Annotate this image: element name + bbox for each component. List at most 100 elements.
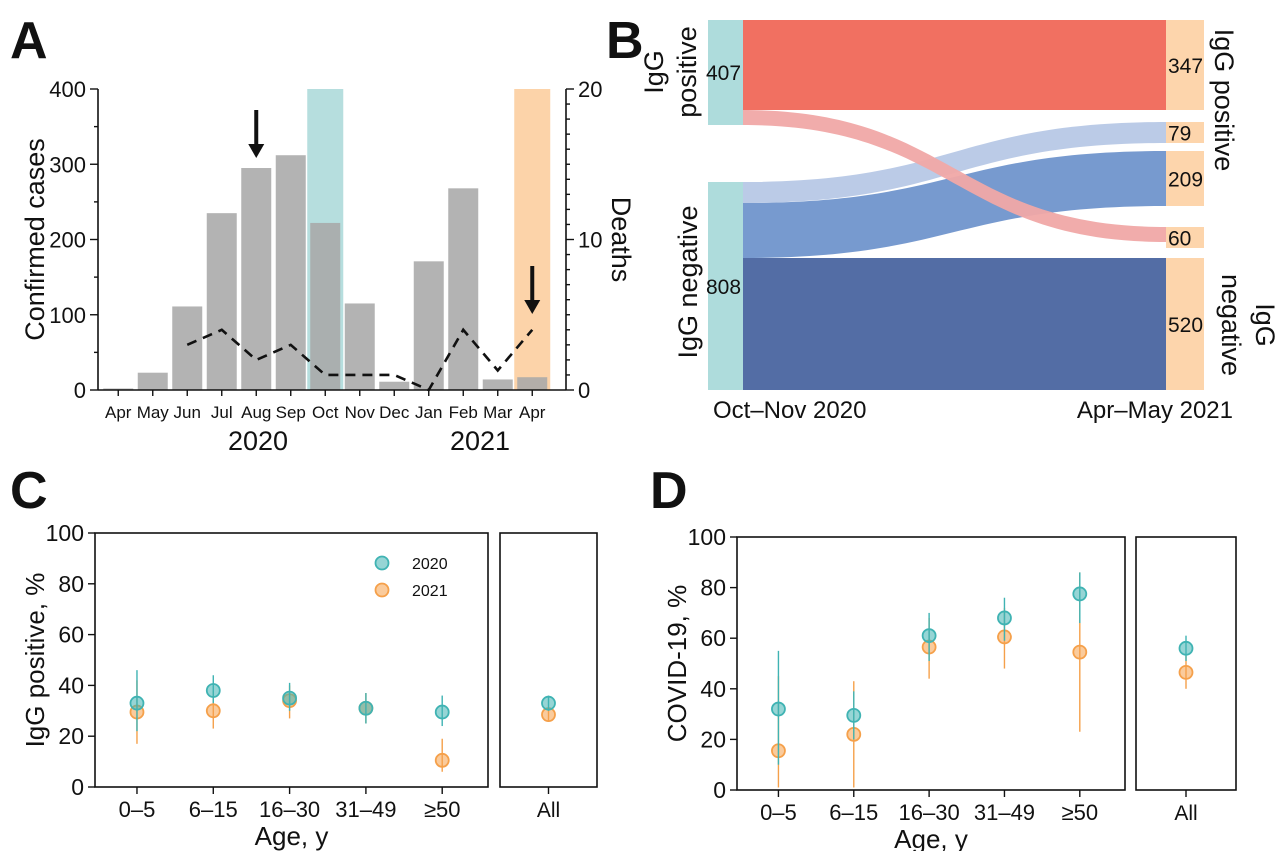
xtick-label-all: All: [537, 799, 560, 822]
point-all-2020: [1178, 640, 1194, 656]
ytick-label-right: 20: [578, 77, 602, 102]
ytick-label: 60: [58, 622, 84, 648]
panel-a-chart: 0 100 200 300 400 0 10 20 Apr May Jun Jul Aug Sep Oct N…: [20, 77, 636, 456]
panel-label-d: D: [650, 462, 688, 520]
node-value-right: 209: [1168, 169, 1203, 192]
xtick-label: Jun: [174, 403, 201, 422]
time-label-left: Oct–Nov 2020: [713, 397, 866, 424]
ytick-label: 20: [700, 726, 726, 752]
ytick-label: 40: [700, 676, 726, 702]
bar-10: [448, 188, 479, 390]
ytick-label: 60: [700, 625, 726, 651]
overall-frame: [499, 532, 598, 788]
xtick-label: Sep: [276, 403, 306, 422]
legend-marker-2021: [374, 582, 390, 598]
node-value-left-positive: 407: [706, 62, 741, 85]
point-2020: [282, 690, 297, 706]
flow-neg-209: [743, 151, 1166, 258]
flow-pos-60: [743, 110, 1166, 242]
xtick-label: Aug: [241, 403, 271, 422]
xtick-label: Apr: [519, 403, 546, 422]
point-2020: [434, 704, 450, 720]
left-label-negative: IgG negative: [673, 205, 703, 358]
legend-label-2021: 2021: [412, 583, 448, 600]
node-left-negative: [708, 182, 743, 390]
xtick-label: Nov: [345, 403, 376, 422]
xtick-label: 0–5: [119, 797, 156, 822]
plot-frame: [94, 532, 489, 788]
ytick-label-left: 400: [49, 77, 86, 102]
panel-label-b: B: [606, 12, 644, 70]
bar-1: [137, 372, 168, 390]
xtick-label: 16–30: [899, 800, 960, 825]
bar-5: [275, 155, 306, 390]
xtick-label: Oct: [312, 403, 339, 422]
arrow-head: [248, 144, 265, 158]
ytick-label: 0: [71, 774, 84, 800]
point-all-2020: [541, 695, 556, 711]
node-value-right: 79: [1168, 123, 1191, 146]
point-2020: [358, 700, 374, 716]
xtick-label: 31–49: [335, 797, 396, 822]
node-right-2: [1166, 151, 1204, 206]
ytick-label-left: 100: [49, 303, 86, 328]
node-value-right: 347: [1168, 55, 1203, 78]
xtick-label: ≥50: [1062, 800, 1099, 825]
ytick-label: 40: [58, 672, 84, 698]
bar-3: [206, 213, 237, 390]
node-value-left-negative: 808: [706, 276, 741, 299]
xtick-label-all: All: [1174, 802, 1197, 825]
point-2020: [997, 610, 1012, 626]
xtick-label: 31–49: [974, 800, 1035, 825]
panel-d-chart: 0 20 40 60 80 100 0–5 6–15 16–30 31–49 ≥50 All Age, …: [662, 524, 1237, 851]
xtick-label: 0–5: [760, 800, 797, 825]
ytick-label-left: 200: [49, 228, 86, 253]
xtick-label: Dec: [379, 403, 410, 422]
legend-marker-2020: [374, 555, 390, 571]
right-label-negative-2: negative: [1216, 274, 1246, 376]
plot-frame: [736, 536, 1126, 791]
right-label-positive: IgG positive: [1209, 29, 1239, 172]
node-right-4: [1166, 258, 1204, 390]
ytick-label: 80: [700, 575, 726, 601]
xtick-label: Feb: [449, 403, 478, 422]
right-label-negative-1: IgG: [1250, 303, 1280, 347]
point-2020: [1072, 586, 1088, 602]
panel-c-chart: 0 20 40 60 80 100 0–5 6–15 16–30 31–49 ≥50 All Age, …: [20, 520, 598, 851]
ytick-label: 0: [713, 777, 726, 803]
ytick-label: 80: [58, 571, 84, 597]
point-all-2021: [1178, 664, 1194, 680]
node-right-0: [1166, 20, 1204, 110]
point-2020: [129, 695, 145, 711]
node-value-right: 520: [1168, 314, 1203, 337]
bar-4: [241, 168, 272, 390]
point-2020: [846, 707, 862, 723]
y-axis-title-right: Deaths: [606, 197, 636, 283]
point-2021: [1072, 644, 1088, 660]
panel-label-a: A: [10, 12, 48, 70]
x-axis-title: Age, y: [894, 824, 968, 851]
bar-9: [413, 261, 444, 390]
bar-6: [310, 222, 341, 390]
xtick-label: 6–15: [189, 797, 238, 822]
year-label-2021: 2021: [450, 426, 510, 456]
ytick-label-right: 10: [578, 228, 602, 253]
shade-orange: [514, 89, 551, 390]
point-2021: [205, 703, 221, 719]
node-value-right: 60: [1168, 228, 1191, 251]
point-2020: [921, 628, 937, 644]
left-label-positive-1: IgG: [639, 50, 669, 94]
arrow-head: [524, 300, 541, 314]
flow-neg-neg: [743, 258, 1166, 390]
ytick-label-right: 0: [578, 378, 590, 403]
node-right-3: [1166, 227, 1204, 248]
deaths-line: [186, 327, 534, 392]
ytick-label-left: 0: [74, 378, 86, 403]
left-label-positive-2: positive: [672, 26, 702, 118]
flow-neg-79: [743, 122, 1166, 203]
ytick-label: 100: [46, 520, 84, 546]
point-2020: [205, 683, 221, 698]
legend-label-2020: 2020: [412, 556, 448, 573]
